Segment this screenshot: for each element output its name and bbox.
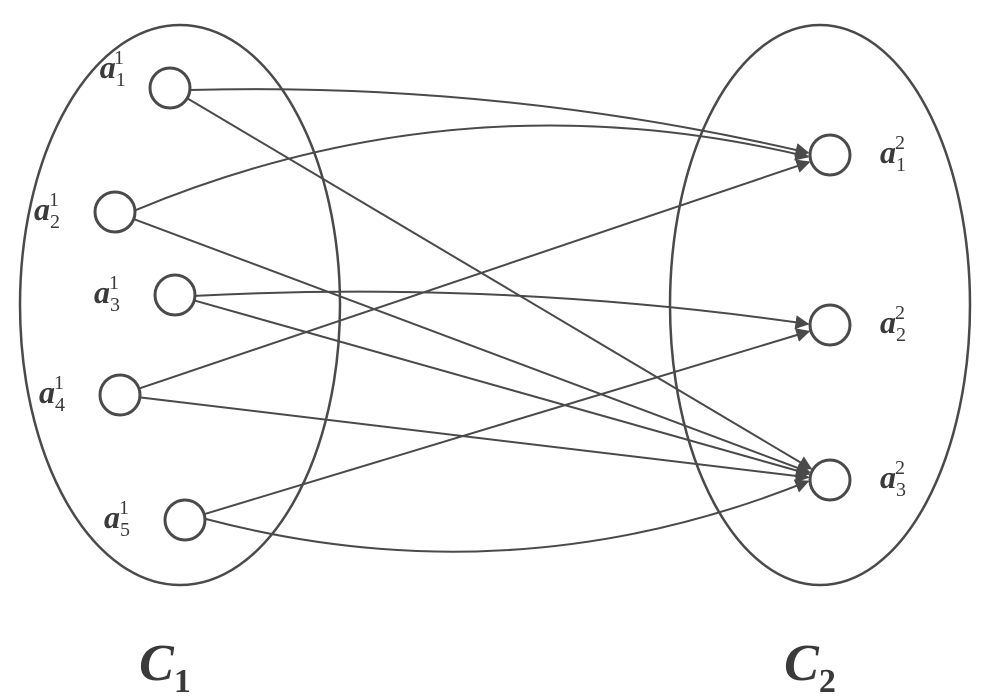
label-a21: a21 [34,189,60,233]
label-a22: a22 [880,302,906,346]
bipartite-diagram: a11 a21 a31 a41 a51 a12 a22 a32 C1 C2 [0,0,1000,699]
edge-a41-a12 [139,162,809,389]
node-a31 [155,275,195,315]
label-a12: a12 [880,132,906,176]
edge-a51-a32 [205,481,808,551]
node-a22 [810,305,850,345]
edge-a41-a32 [140,397,808,477]
label-a32: a32 [880,457,906,501]
label-a31: a31 [94,272,120,316]
node-a11 [150,68,190,108]
edge-a21-a12 [135,125,808,210]
edge-a31-a32 [194,300,809,474]
label-a41: a41 [39,372,65,416]
edge-a11-a12 [190,89,808,153]
label-a51: a51 [104,497,130,541]
set-C2-ellipse [670,25,970,585]
node-a12 [810,135,850,175]
node-a21 [95,192,135,232]
set-label-C1: C1 [139,635,191,699]
set-label-C2: C2 [784,635,836,699]
edge-a31-a22 [195,292,808,324]
node-a32 [810,460,850,500]
node-a51 [165,500,205,540]
node-a41 [100,375,140,415]
label-a11: a11 [100,47,125,91]
edge-a11-a32 [187,98,811,469]
